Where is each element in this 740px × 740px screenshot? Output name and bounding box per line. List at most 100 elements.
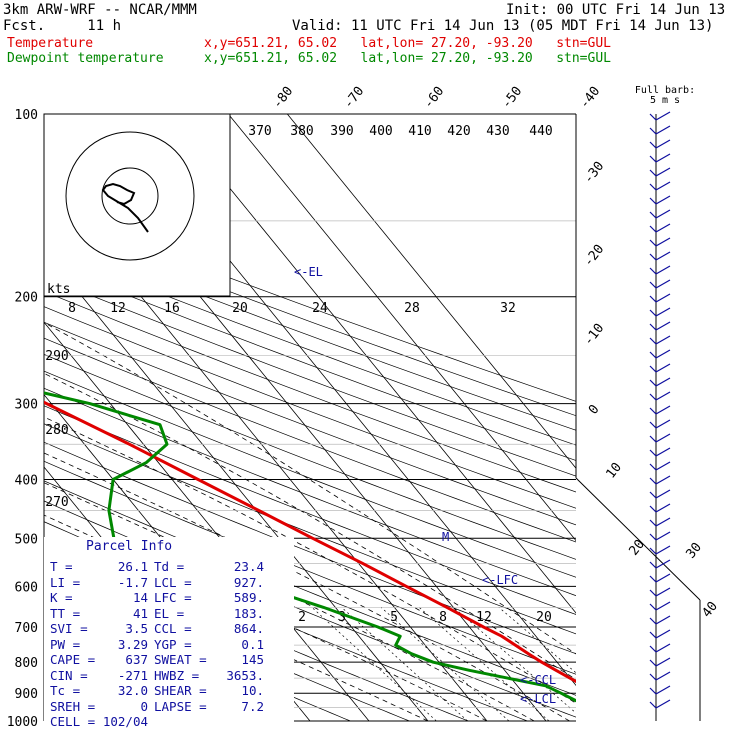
wind-barb-flag (649, 337, 657, 345)
wind-barb-flag (649, 197, 657, 205)
isotherm-tick-label: -70 (341, 84, 367, 112)
parcel-info-row: CIN = -271 HWBZ = 3653. (50, 668, 264, 683)
parcel-param-name: Td = (154, 559, 185, 574)
wind-barb-flag (649, 421, 657, 429)
parcel-param-value: 7.2 (241, 698, 264, 714)
pressure-tick-label: 300 (15, 398, 38, 413)
parcel-info-title: Parcel Info (86, 539, 173, 554)
wind-barb (649, 293, 671, 303)
level-label-ccl: <-CCL (520, 673, 556, 687)
hodograph-ring-label: 20 (232, 301, 248, 316)
theta-tick-label: 380 (290, 124, 313, 139)
wind-barb-flag (649, 533, 657, 541)
parcel-param-name: Tc = (50, 683, 81, 698)
isotherm-tick-label: 10 (604, 460, 625, 482)
pressure-tick-label: 400 (15, 473, 38, 488)
wind-barb (649, 349, 671, 359)
wind-barb-flag (649, 547, 657, 555)
wind-barb-staff (655, 209, 671, 219)
mixing-ratio-tick-label: 2 (298, 610, 306, 625)
wind-barb-staff (655, 545, 671, 555)
wind-barb-staff (655, 405, 671, 415)
wind-barb (649, 419, 671, 429)
wind-barb-staff (655, 139, 671, 149)
isotherm-line (286, 114, 576, 469)
dry-adiabat (44, 405, 576, 615)
wind-barb (649, 223, 671, 233)
wind-barb (649, 363, 671, 373)
barb-legend-unit: 5 m s (650, 95, 680, 106)
parcel-info-row: CELL = 102/04 (50, 714, 264, 729)
parcel-param-name: HWBZ = (154, 667, 200, 683)
mixing-ratio-lines (311, 607, 576, 721)
wind-barb-staff (655, 447, 671, 457)
wind-barb-flag (649, 239, 657, 247)
parcel-info-row: PW = 3.29 YGP = 0.1 (50, 637, 264, 652)
wind-barb (649, 265, 671, 275)
wind-barb (649, 475, 671, 485)
wind-barb (649, 531, 671, 541)
wind-barb-staff (655, 643, 671, 653)
dry-adiabat (44, 370, 576, 578)
wind-barb (649, 391, 671, 401)
parcel-param-value: 145 (241, 652, 264, 667)
wind-barb-staff (655, 615, 671, 625)
mixing-ratio-line (341, 607, 468, 721)
wind-barb-staff (655, 433, 671, 443)
parcel-param-name: SWEAT = (154, 652, 207, 667)
parcel-info-panel: Parcel Info T = 26.1 Td = 23.4 LI = -1.7 LCL =… (44, 537, 294, 729)
isotherm-line (44, 249, 429, 721)
barb-legend-title: Full barb: (635, 85, 695, 96)
wind-barb-staff (655, 279, 671, 289)
isotherm-tick-label: 30 (684, 540, 705, 562)
mixing-ratio-tick-label: 20 (536, 610, 552, 625)
theta-tick-label: 410 (408, 124, 431, 139)
init-time: Init: 00 UTC Fri 14 Jun 13 (506, 2, 726, 18)
mixing-ratio-tick-label: 3 (338, 610, 346, 625)
pressure-tick-label: 200 (15, 291, 38, 306)
wind-barb-flag (649, 141, 657, 149)
wind-barb-staff (655, 265, 671, 275)
dry-adiabat (44, 441, 576, 655)
wind-barb (649, 209, 671, 219)
wind-barb-flag (649, 351, 657, 359)
wind-barb-flag (649, 449, 657, 457)
parcel-param-name: CAPE = (50, 652, 96, 667)
parcel-info-row: TT = 41 EL = 183. (50, 606, 264, 621)
isotherm-tick-label: -80 (270, 84, 296, 112)
wind-barb-flag (649, 659, 657, 667)
wind-barb-flag (649, 477, 657, 485)
wind-barb-staff (655, 475, 671, 485)
wind-barb (649, 587, 671, 597)
theta-tick-label: 430 (486, 124, 509, 139)
parcel-param-name: EL = (154, 605, 185, 621)
wind-barb-flag (649, 393, 657, 401)
isotherm-tick-label: -20 (581, 242, 607, 270)
level-label-lcl: <-LCL (520, 692, 556, 706)
wind-barb (649, 335, 671, 345)
parcel-param-name: K = (50, 590, 73, 605)
wind-barb-staff (655, 559, 671, 569)
hodograph-box (43, 113, 231, 297)
isotherm-tick-label: -50 (499, 84, 525, 112)
wind-barb (649, 671, 671, 681)
theta-tick-label: 440 (529, 124, 552, 139)
wind-barb-flag (649, 127, 657, 135)
parcel-param-value: 589. (233, 590, 264, 605)
parcel-param-value: 32.0 (117, 683, 148, 698)
mixing-ratio-tick-label: 8 (439, 610, 447, 625)
hodograph-trace (101, 182, 149, 233)
pressure-tick-label: 900 (15, 687, 38, 702)
wind-barb-staff (655, 307, 671, 317)
wind-barb (649, 699, 671, 709)
level-label-lfc: <-LFC (482, 573, 518, 587)
wind-barb-staff (655, 349, 671, 359)
wind-barb (649, 167, 671, 177)
dry-adiabat (44, 460, 576, 675)
isotherm-tick-label: 0 (586, 402, 603, 417)
parcel-param-value: 927. (233, 574, 264, 590)
wind-barb (649, 251, 671, 261)
wind-barb (649, 489, 671, 499)
wind-barb-staff (655, 671, 671, 681)
